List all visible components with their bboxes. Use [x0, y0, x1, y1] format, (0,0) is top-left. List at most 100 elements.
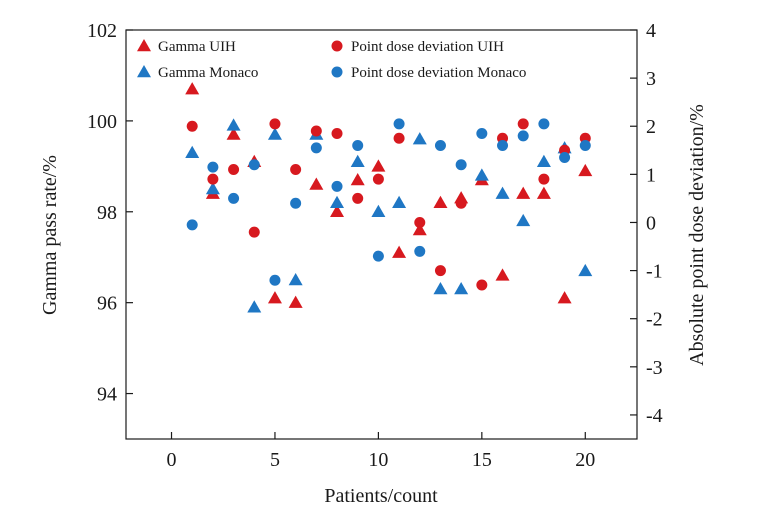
legend-marker [331, 66, 343, 78]
point-point-dose-deviation-uih [248, 226, 260, 238]
point-gamma-uih [330, 204, 345, 218]
legend-marker [137, 39, 151, 52]
y-right-tick-label: -4 [646, 405, 663, 427]
point-gamma-monaco [412, 132, 427, 145]
y-left-tick-label: 96 [97, 293, 117, 315]
y-right-tick-label: 3 [646, 68, 656, 90]
point-point-dose-deviation-monaco [414, 245, 426, 257]
legend-label: Gamma Monaco [158, 65, 258, 81]
x-tick-label: 10 [368, 449, 388, 471]
y-left-tick-label: 102 [87, 20, 117, 42]
y-right-tick-label: -2 [646, 309, 663, 331]
point-gamma-monaco [267, 127, 282, 140]
x-tick-label: 0 [167, 449, 177, 471]
point-point-dose-deviation-uih [455, 197, 467, 209]
point-gamma-monaco [371, 204, 386, 218]
point-point-dose-deviation-uih [290, 164, 302, 176]
legend: Gamma UIH Gamma Monaco Point dose deviatio… [137, 39, 526, 81]
point-point-dose-deviation-monaco [393, 118, 405, 130]
point-gamma-uih [226, 127, 241, 140]
point-point-dose-deviation-monaco [372, 250, 384, 262]
plot-frame [125, 29, 638, 440]
point-point-dose-deviation-monaco [310, 142, 322, 154]
y-left-tick-label: 94 [97, 384, 117, 406]
point-gamma-monaco [536, 154, 551, 168]
y-right-tick-label: -1 [646, 261, 663, 283]
y-right-tick-label: 1 [646, 164, 656, 186]
point-point-dose-deviation-uih [434, 265, 446, 277]
point-point-dose-deviation-uih [310, 125, 322, 137]
legend-label: Point dose deviation Monaco [351, 65, 526, 81]
y-left-tick-label: 98 [97, 202, 117, 224]
point-gamma-uih [392, 245, 407, 258]
point-gamma-monaco [247, 300, 262, 313]
point-point-dose-deviation-monaco [248, 159, 260, 171]
point-gamma-uih [267, 291, 282, 304]
point-point-dose-deviation-uih [476, 279, 488, 291]
point-point-dose-deviation-uih [269, 118, 281, 130]
point-gamma-monaco [454, 282, 469, 295]
point-point-dose-deviation-monaco [538, 118, 550, 130]
point-point-dose-deviation-uih [228, 164, 240, 176]
point-point-dose-deviation-uih [207, 173, 219, 185]
point-gamma-monaco [350, 154, 365, 168]
y-left-tick-label: 100 [87, 111, 117, 133]
point-point-dose-deviation-uih [372, 173, 384, 185]
point-point-dose-deviation-uih [331, 127, 343, 139]
point-point-dose-deviation-monaco [517, 130, 529, 142]
point-gamma-uih [495, 268, 510, 281]
data-points-layer [185, 82, 593, 313]
point-gamma-monaco [392, 195, 407, 208]
point-gamma-monaco [330, 195, 345, 208]
x-tick-label: 15 [472, 449, 492, 471]
point-point-dose-deviation-monaco [476, 127, 488, 139]
point-point-dose-deviation-monaco [434, 139, 446, 151]
point-point-dose-deviation-monaco [559, 152, 571, 164]
y-right-tick-label: 4 [646, 20, 656, 42]
legend-label: Gamma UIH [158, 39, 236, 55]
point-gamma-uih [288, 295, 303, 308]
point-gamma-monaco [226, 118, 241, 131]
point-point-dose-deviation-monaco [352, 139, 364, 151]
point-point-dose-deviation-monaco [290, 197, 302, 209]
point-point-dose-deviation-uih [186, 120, 198, 132]
point-gamma-uih [185, 82, 200, 95]
point-gamma-monaco [288, 272, 303, 286]
y-right-tick-label: 0 [646, 212, 656, 234]
y-axis-right-title: Absolute point dose deviation/% [686, 104, 708, 366]
point-gamma-uih [350, 172, 365, 186]
point-point-dose-deviation-monaco [455, 159, 467, 171]
point-gamma-monaco [516, 213, 531, 227]
y-axis-left-title: Gamma pass rate/% [39, 155, 61, 315]
point-gamma-uih [536, 186, 551, 199]
point-point-dose-deviation-monaco [579, 139, 591, 151]
point-gamma-monaco [205, 182, 220, 195]
point-point-dose-deviation-monaco [331, 180, 343, 192]
y-right-tick-label: 2 [646, 116, 656, 138]
x-axis-title: Patients/count [324, 485, 438, 507]
point-point-dose-deviation-uih [538, 173, 550, 185]
point-gamma-uih [557, 291, 572, 304]
x-tick-label: 5 [270, 449, 280, 471]
point-gamma-uih [412, 222, 427, 236]
point-gamma-uih [516, 186, 531, 199]
point-point-dose-deviation-uih [352, 192, 364, 204]
point-point-dose-deviation-uih [393, 132, 405, 144]
ticks-layer: 0 5 10 15 20 94 96 98 100 102 -4 -3 -2 -1 0 1 2 3 4 [87, 20, 663, 471]
x-tick-label: 20 [575, 449, 595, 471]
point-gamma-uih [371, 159, 386, 172]
point-point-dose-deviation-monaco [228, 192, 240, 204]
point-gamma-monaco [185, 145, 200, 158]
point-gamma-uih [433, 195, 448, 208]
legend-marker [137, 65, 151, 78]
point-point-dose-deviation-monaco [207, 161, 219, 173]
point-point-dose-deviation-monaco [497, 139, 509, 151]
point-gamma-monaco [495, 186, 510, 199]
point-gamma-monaco [578, 263, 593, 277]
point-gamma-monaco [474, 168, 489, 181]
point-point-dose-deviation-monaco [269, 274, 281, 286]
legend-marker [331, 40, 343, 52]
point-point-dose-deviation-monaco [186, 219, 198, 231]
point-gamma-uih [309, 177, 324, 190]
